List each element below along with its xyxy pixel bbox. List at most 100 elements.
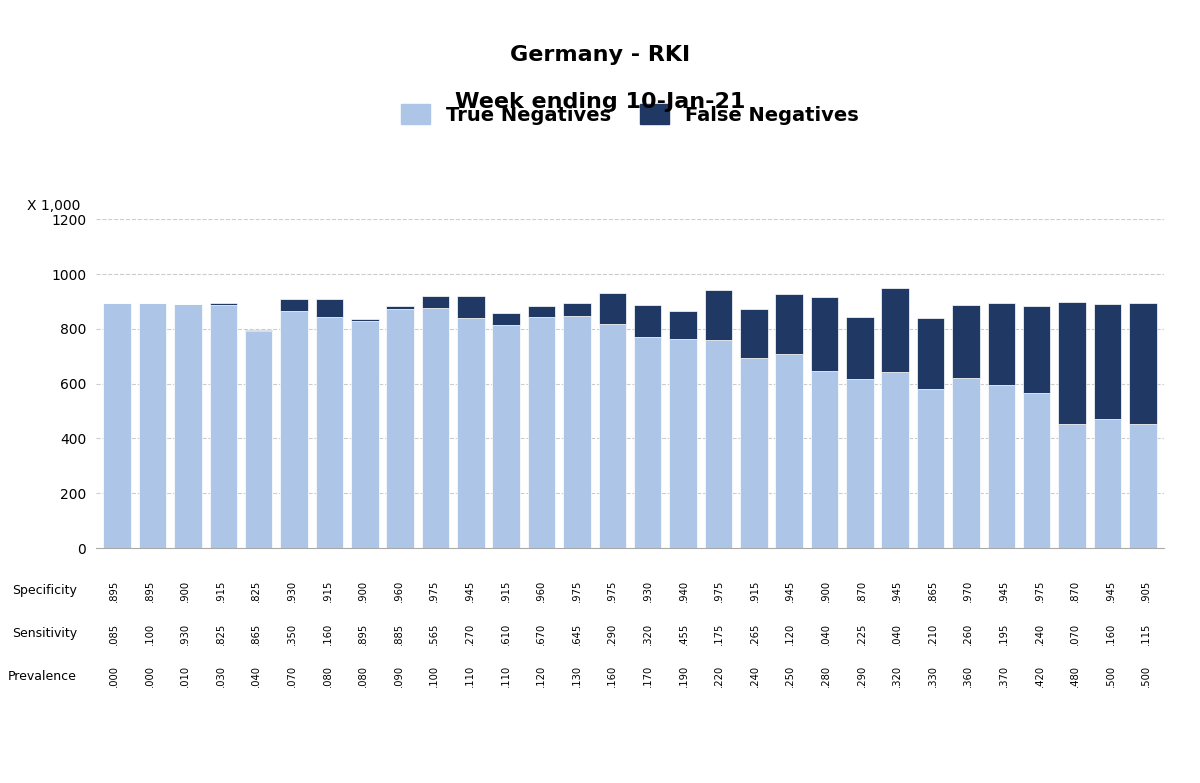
Text: .115: .115 — [1141, 622, 1151, 644]
Bar — [350, 321, 378, 548]
Text: .945: .945 — [892, 579, 902, 602]
Text: Week ending 10-Jan-21: Week ending 10-Jan-21 — [455, 92, 745, 112]
Text: .915: .915 — [500, 579, 510, 602]
Bar — [1022, 393, 1050, 548]
Text: .320: .320 — [643, 622, 653, 644]
Text: .090: .090 — [394, 666, 403, 687]
Text: .000: .000 — [144, 666, 155, 687]
Bar — [775, 354, 803, 548]
Text: .915: .915 — [750, 579, 760, 602]
Text: .000: .000 — [109, 666, 119, 687]
Text: .975: .975 — [430, 579, 439, 602]
Text: .220: .220 — [714, 666, 724, 687]
Bar — [316, 317, 343, 548]
Text: .350: .350 — [287, 622, 296, 644]
Bar — [1093, 419, 1121, 548]
Text: .905: .905 — [1141, 579, 1151, 602]
Text: .565: .565 — [430, 622, 439, 644]
Text: .070: .070 — [287, 666, 296, 687]
Text: .870: .870 — [1070, 579, 1080, 602]
Bar — [386, 306, 414, 309]
Text: .210: .210 — [928, 622, 937, 644]
Text: .195: .195 — [998, 622, 1009, 644]
Text: .160: .160 — [607, 666, 617, 687]
Text: .900: .900 — [358, 579, 368, 602]
Text: Specificity: Specificity — [12, 584, 77, 597]
Bar — [421, 308, 449, 548]
Bar — [457, 296, 485, 318]
Bar — [599, 293, 626, 323]
Text: .225: .225 — [857, 622, 866, 644]
Text: .040: .040 — [251, 666, 262, 687]
Bar — [210, 305, 238, 548]
Text: .160: .160 — [1105, 622, 1116, 644]
Text: .975: .975 — [571, 579, 582, 602]
Text: .915: .915 — [216, 579, 226, 602]
Text: .975: .975 — [607, 579, 617, 602]
Text: .945: .945 — [785, 579, 796, 602]
Bar — [1129, 303, 1157, 424]
Bar — [988, 385, 1015, 548]
Bar — [988, 303, 1015, 385]
Text: .885: .885 — [394, 622, 403, 644]
Bar — [421, 296, 449, 308]
Text: .270: .270 — [464, 622, 475, 644]
Bar — [350, 319, 378, 321]
Bar — [775, 294, 803, 354]
Text: .930: .930 — [287, 579, 296, 602]
Text: .260: .260 — [964, 622, 973, 644]
Bar — [634, 305, 661, 337]
Bar — [528, 316, 556, 548]
Text: .070: .070 — [1070, 622, 1080, 644]
Bar — [811, 297, 839, 370]
Bar — [882, 372, 910, 548]
Text: .825: .825 — [216, 622, 226, 644]
Text: .100: .100 — [144, 622, 155, 644]
Text: .130: .130 — [571, 666, 582, 687]
Text: Germany - RKI: Germany - RKI — [510, 45, 690, 65]
Bar — [281, 311, 308, 548]
Text: .975: .975 — [1034, 579, 1044, 602]
Text: .870: .870 — [857, 579, 866, 602]
Text: .945: .945 — [1105, 579, 1116, 602]
Bar — [457, 318, 485, 548]
Text: .455: .455 — [678, 622, 689, 644]
Bar — [811, 370, 839, 548]
Text: .040: .040 — [892, 622, 902, 644]
Bar — [563, 316, 590, 548]
Text: Sensitivity: Sensitivity — [12, 627, 77, 640]
Bar — [210, 304, 238, 305]
Text: .290: .290 — [857, 666, 866, 687]
Text: .975: .975 — [714, 579, 724, 602]
Text: .970: .970 — [964, 579, 973, 602]
Text: .940: .940 — [678, 579, 689, 602]
Bar — [1022, 305, 1050, 393]
Text: .370: .370 — [998, 666, 1009, 687]
Text: .250: .250 — [785, 666, 796, 687]
Bar — [634, 337, 661, 548]
Text: .480: .480 — [1070, 666, 1080, 687]
Text: .895: .895 — [144, 579, 155, 602]
Bar — [740, 358, 768, 548]
Text: .330: .330 — [928, 666, 937, 687]
Bar — [174, 304, 202, 548]
Bar — [528, 305, 556, 316]
Bar — [103, 303, 131, 548]
Bar — [1093, 304, 1121, 419]
Bar — [563, 303, 590, 316]
Text: .240: .240 — [1034, 622, 1044, 644]
Bar — [245, 330, 272, 331]
Bar — [492, 325, 520, 548]
Text: .960: .960 — [394, 579, 403, 602]
Bar — [1058, 424, 1086, 548]
Text: .420: .420 — [1034, 666, 1044, 687]
Text: .170: .170 — [643, 666, 653, 687]
Text: .320: .320 — [892, 666, 902, 687]
Bar — [245, 331, 272, 548]
Text: .240: .240 — [750, 666, 760, 687]
Text: .080: .080 — [358, 666, 368, 687]
Bar — [139, 303, 167, 548]
Bar — [1129, 424, 1157, 548]
Text: .290: .290 — [607, 622, 617, 644]
Bar — [386, 309, 414, 548]
